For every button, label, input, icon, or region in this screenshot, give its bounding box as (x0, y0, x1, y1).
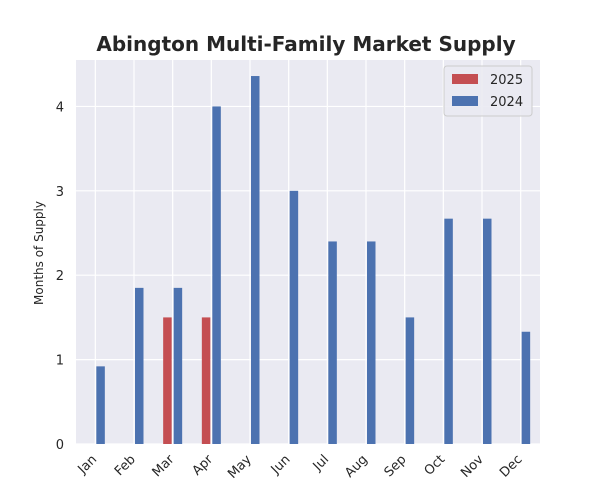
x-tick-label-nov: Nov (458, 452, 487, 481)
x-tick-label-jun: Jun (268, 452, 294, 478)
x-tick-label-jan: Jan (75, 452, 100, 477)
plot-area (76, 60, 540, 444)
y-tick-label: 3 (56, 185, 64, 200)
bar-2025-apr (201, 317, 211, 444)
bar-2024-may (251, 76, 260, 445)
x-tick-label-oct: Oct (422, 452, 449, 479)
bar-2024-oct (444, 218, 453, 444)
x-tick-label-sep: Sep (382, 452, 410, 480)
bar-2024-dec (521, 331, 531, 444)
x-tick-label-mar: Mar (150, 452, 178, 480)
legend-swatch-2025 (452, 74, 478, 84)
bar-2024-jan (96, 366, 105, 444)
bar-2024-aug (367, 241, 376, 444)
chart-title: Abington Multi-Family Market Supply (96, 32, 515, 56)
bar-2024-feb (135, 287, 144, 444)
bar-2024-nov (483, 218, 492, 444)
x-tick-label-jul: Jul (310, 452, 332, 474)
grid-lines (76, 60, 540, 445)
bar-2024-mar (173, 287, 183, 444)
y-tick-label: 2 (56, 269, 64, 284)
x-tick-label-aug: Aug (342, 452, 371, 481)
bar-2024-jun (289, 190, 299, 444)
x-axis: Jan Feb Mar Apr May Jun Jul Aug Sep Oct Nov Dec (75, 452, 526, 482)
legend: 2025 2024 (443, 65, 533, 117)
y-tick-label: 0 (56, 438, 64, 453)
legend-label-2025: 2025 (490, 73, 523, 88)
y-tick-label: 4 (56, 100, 64, 115)
y-axis-label: Months of Supply (32, 201, 46, 305)
x-tick-label-apr: Apr (190, 452, 217, 479)
bar-2024-jul (328, 241, 337, 444)
legend-label-2024: 2024 (490, 95, 523, 110)
bar-2025-mar (163, 317, 172, 444)
bar-2024-apr (212, 106, 221, 445)
x-tick-label-feb: Feb (112, 452, 139, 479)
bars (96, 76, 531, 445)
y-axis: 0 1 2 3 4 (56, 100, 64, 453)
x-tick-label-dec: Dec (497, 452, 525, 480)
legend-swatch-2024 (452, 96, 478, 106)
x-tick-label-may: May (225, 452, 255, 482)
bar-2024-sep (405, 317, 415, 444)
y-tick-label: 1 (56, 354, 64, 369)
